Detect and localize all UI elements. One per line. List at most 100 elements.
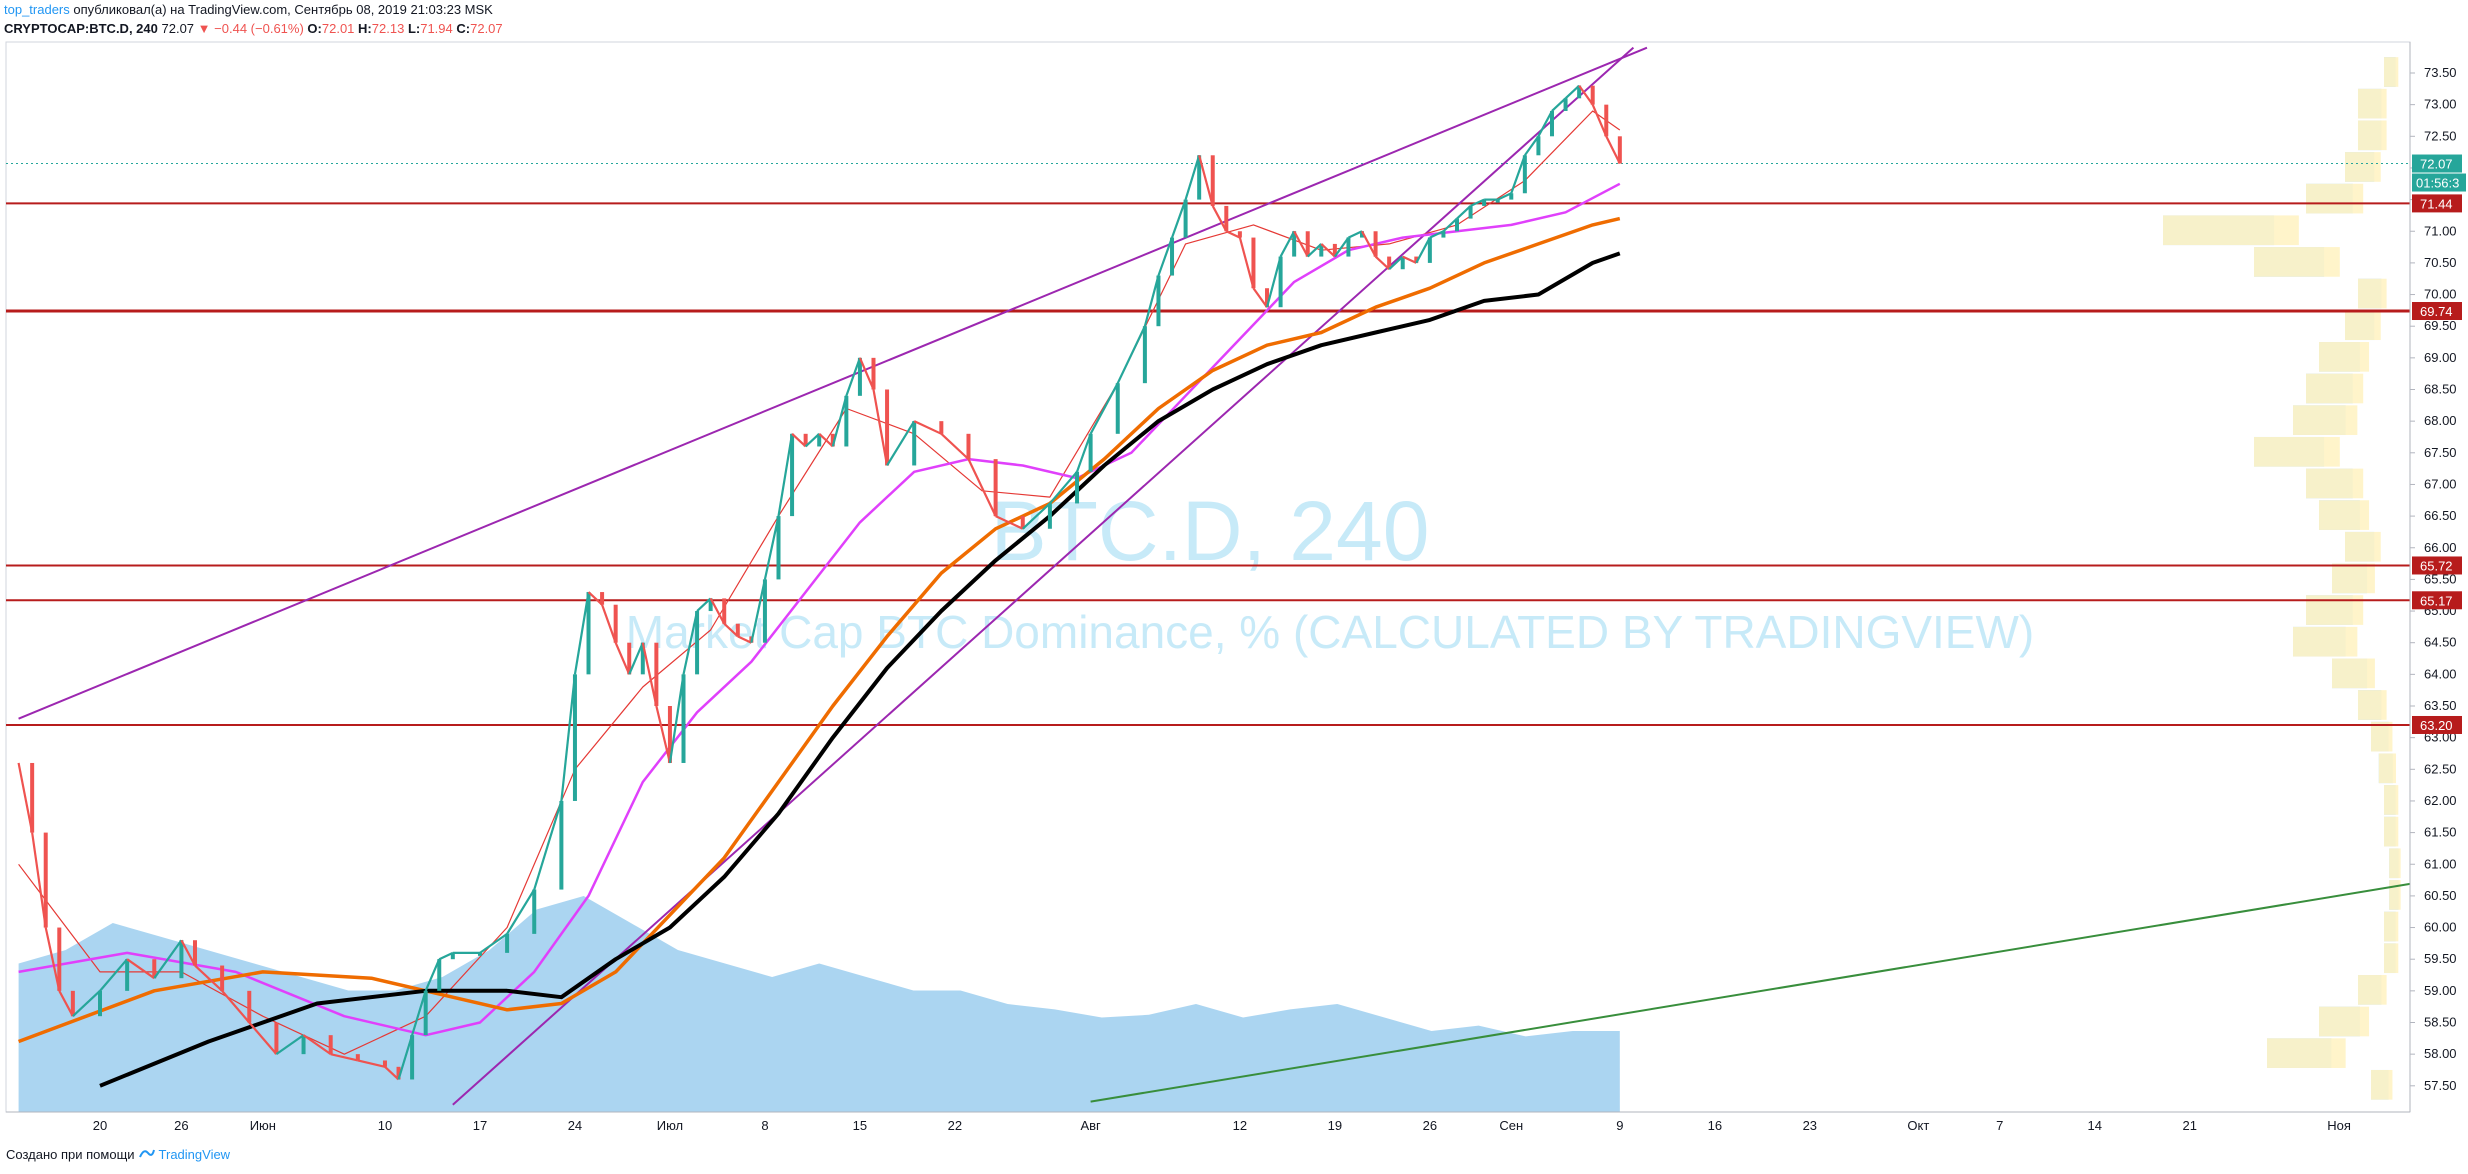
price-candle: [220, 965, 225, 991]
price-candle: [1332, 243, 1337, 257]
low-value: 71.94: [420, 21, 453, 36]
price-candle: [1387, 256, 1392, 270]
price-segment: [153, 939, 183, 979]
price-axis[interactable]: 57.50 58.00 58.50 59.00 59.50 60.00 60.50 61.00…: [2410, 65, 2457, 1093]
price-segment: [438, 951, 454, 961]
price-candle: [1455, 218, 1459, 232]
price-segment: [995, 515, 1024, 530]
price-candle: [966, 433, 971, 460]
price-candle: [247, 990, 252, 1023]
tradingview-link[interactable]: TradingView: [158, 1147, 231, 1162]
y-tick-label: 64.50: [2424, 635, 2457, 650]
price-segment: [1022, 502, 1051, 530]
volume-profile-bar-down: [2306, 373, 2364, 404]
price-candle: [179, 940, 184, 979]
y-tick-label: 68.50: [2424, 382, 2457, 397]
price-segment: [1320, 243, 1336, 258]
price-segment: [1578, 85, 1594, 106]
price-segment: [872, 389, 889, 466]
price-candle: [776, 516, 781, 580]
price-candle: [1495, 199, 1500, 203]
price-candle: [803, 433, 808, 447]
last-price-tag: [2412, 154, 2462, 173]
price-candle: [355, 1054, 360, 1061]
x-tick-label: 12: [1233, 1118, 1247, 1133]
symbol-label[interactable]: CRYPTOCAP:BTC.D, 240: [4, 21, 158, 36]
moving-average-line: [18, 182, 1621, 1037]
price-candle: [1088, 433, 1093, 472]
price-segment: [1605, 135, 1621, 165]
y-tick-label: 71.00: [2424, 223, 2457, 238]
price-segment: [302, 1034, 332, 1056]
price-segment: [573, 591, 590, 675]
price-segment: [31, 832, 47, 928]
volume-profile-bar-down: [2319, 1006, 2370, 1037]
price-candle: [912, 421, 917, 466]
volume-profile-bar-down: [2384, 911, 2399, 942]
price-segment: [72, 990, 101, 1017]
price-candle: [1414, 256, 1419, 263]
y-tick-label: 66.00: [2424, 540, 2457, 555]
y-tick-label: 59.00: [2424, 983, 2457, 998]
price-candle: [1536, 136, 1541, 156]
price-segment: [1429, 230, 1444, 239]
watermark-title: BTC.D, 240: [991, 484, 1430, 578]
price-segment: [221, 990, 251, 1024]
volume-profile-bar-down: [2293, 626, 2358, 657]
price-candle: [532, 889, 537, 934]
price-segment: [384, 1066, 400, 1081]
price-candle: [477, 952, 482, 956]
published-text: опубликовал(а) на TradingView.com, Сентя…: [73, 2, 493, 17]
watermark-subtitle: Market Cap BTC Dominance, % (CALCULATED …: [626, 606, 2034, 658]
price-segment: [1415, 237, 1431, 264]
y-tick-label: 62.50: [2424, 761, 2457, 776]
price-candle: [830, 433, 835, 447]
price-candle: [735, 623, 740, 637]
price-segment: [357, 1059, 386, 1068]
last-price-label: 72.07: [2420, 157, 2453, 172]
price-candle: [993, 459, 998, 517]
price-candle: [1577, 85, 1582, 99]
price-candle: [301, 1035, 306, 1055]
time-axis[interactable]: 20 26 Июн 10 17 24 Июл 8 15 22 Авг 12 19 26 Сен 9 16 23 Ок…: [93, 1118, 2351, 1133]
price-segment: [1116, 325, 1146, 384]
price-segment: [858, 357, 875, 390]
volume-layer: [18, 896, 1620, 1112]
price-candle: [681, 674, 686, 763]
price-segment: [587, 591, 603, 606]
close-label: C:: [456, 21, 471, 36]
price-candle: [423, 990, 428, 1036]
price-segment: [614, 642, 631, 675]
y-tick-label: 73.00: [2424, 97, 2457, 112]
trendline: [18, 46, 1648, 720]
x-tick-label: 23: [1803, 1118, 1817, 1133]
y-tick-label: 64.00: [2424, 666, 2457, 681]
y-tick-label: 72.50: [2424, 128, 2457, 143]
price-segment: [1564, 84, 1580, 100]
horizontal-levels: [6, 163, 2410, 726]
price-candle: [1020, 516, 1025, 529]
price-segment: [17, 762, 34, 833]
price-segment: [791, 433, 807, 448]
price-segment: [601, 604, 617, 644]
author-link[interactable]: top_traders: [4, 2, 70, 17]
volume-profile-layer: [2163, 57, 2401, 1100]
price-candle: [57, 927, 62, 991]
y-tick-label: 58.00: [2424, 1046, 2457, 1061]
y-tick-label: 69.00: [2424, 350, 2457, 365]
price-segment: [682, 610, 699, 675]
last-price: 72.07: [161, 21, 195, 36]
moving-averages: [17, 110, 1621, 1088]
price-candle: [857, 357, 862, 396]
y-tick-label: 57.50: [2424, 1078, 2457, 1093]
price-candle: [1360, 231, 1365, 238]
price-segment: [886, 420, 916, 467]
price-segment: [330, 1053, 359, 1062]
price-candle: [396, 1066, 401, 1080]
price-candle: [844, 395, 849, 447]
volume-profile-bar-down: [2319, 500, 2370, 530]
price-segment: [737, 635, 752, 644]
price-candle: [586, 592, 591, 675]
x-tick-label: Ноя: [2327, 1118, 2351, 1133]
